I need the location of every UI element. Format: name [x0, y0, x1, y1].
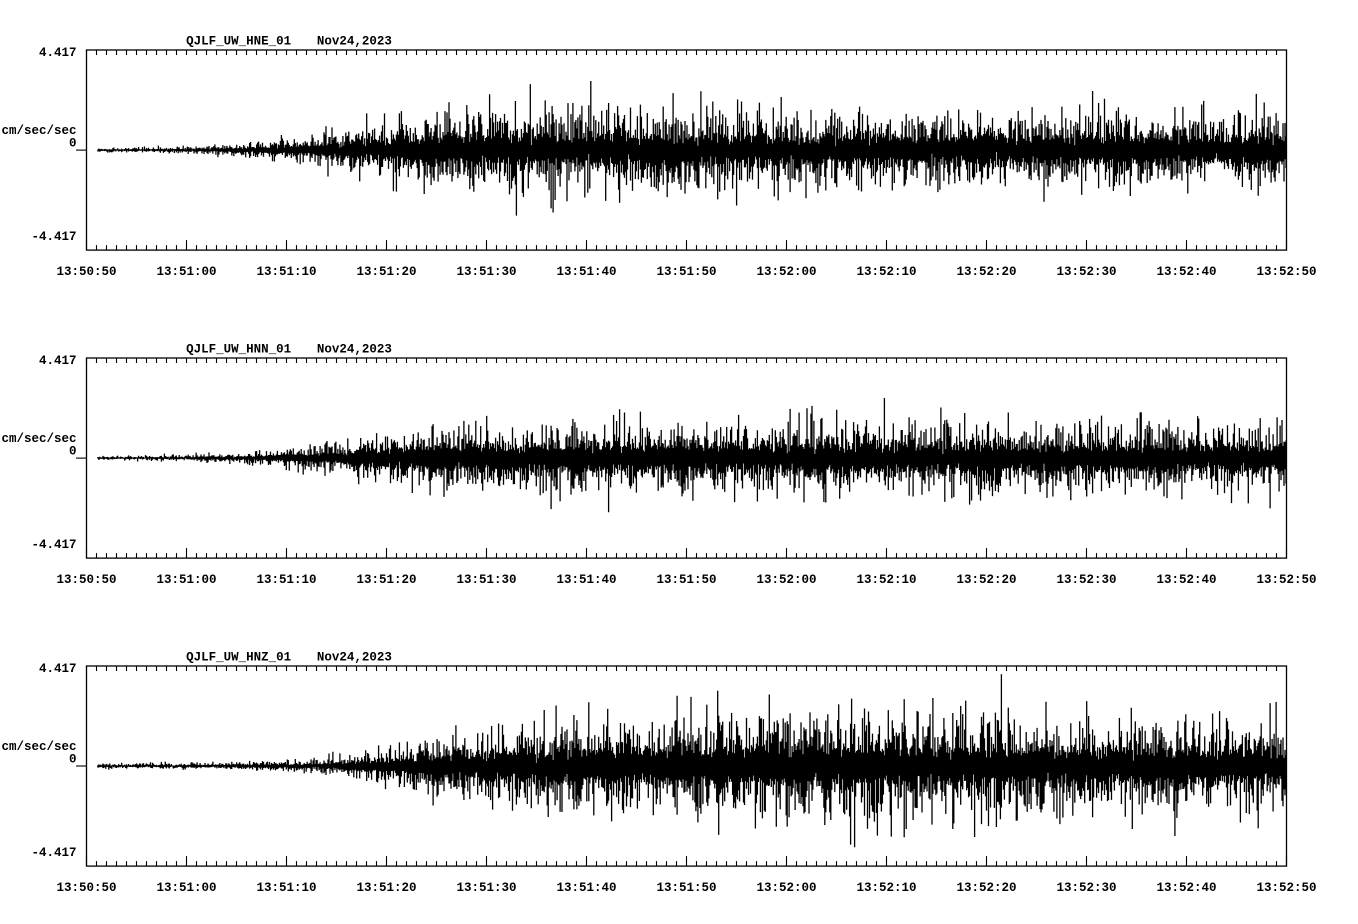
svg-text:13:51:40: 13:51:40	[556, 265, 616, 279]
svg-text:13:51:20: 13:51:20	[356, 573, 416, 587]
svg-text:13:50:50: 13:50:50	[56, 573, 116, 587]
svg-text:13:52:50: 13:52:50	[1256, 265, 1316, 279]
svg-text:QJLF_UW_HNZ_01: QJLF_UW_HNZ_01	[186, 651, 291, 665]
svg-text:13:50:50: 13:50:50	[56, 265, 116, 279]
svg-text:0: 0	[69, 137, 77, 151]
svg-text:13:52:40: 13:52:40	[1156, 881, 1216, 895]
svg-text:cm/sec/sec: cm/sec/sec	[1, 432, 76, 446]
svg-text:13:51:40: 13:51:40	[556, 573, 616, 587]
svg-text:13:51:20: 13:51:20	[356, 265, 416, 279]
svg-text:Nov24,2023: Nov24,2023	[317, 651, 392, 665]
svg-text:13:51:10: 13:51:10	[256, 265, 316, 279]
svg-text:cm/sec/sec: cm/sec/sec	[1, 124, 76, 138]
svg-text:4.417: 4.417	[39, 354, 77, 368]
svg-text:13:51:10: 13:51:10	[256, 881, 316, 895]
svg-text:13:52:00: 13:52:00	[756, 573, 816, 587]
svg-text:Nov24,2023: Nov24,2023	[317, 343, 392, 357]
svg-text:13:51:30: 13:51:30	[456, 265, 516, 279]
svg-text:13:52:00: 13:52:00	[756, 265, 816, 279]
svg-text:13:51:50: 13:51:50	[656, 265, 716, 279]
svg-text:13:52:30: 13:52:30	[1056, 573, 1116, 587]
svg-text:13:51:40: 13:51:40	[556, 881, 616, 895]
svg-text:13:52:50: 13:52:50	[1256, 881, 1316, 895]
svg-text:13:52:10: 13:52:10	[856, 881, 916, 895]
svg-text:13:52:50: 13:52:50	[1256, 573, 1316, 587]
svg-text:13:52:20: 13:52:20	[956, 265, 1016, 279]
svg-text:4.417: 4.417	[39, 662, 77, 676]
svg-text:13:51:00: 13:51:00	[156, 881, 216, 895]
svg-text:13:51:30: 13:51:30	[456, 573, 516, 587]
svg-text:13:50:50: 13:50:50	[56, 881, 116, 895]
svg-text:13:52:00: 13:52:00	[756, 881, 816, 895]
svg-text:QJLF_UW_HNE_01: QJLF_UW_HNE_01	[186, 35, 291, 49]
svg-text:0: 0	[69, 753, 77, 767]
svg-text:13:52:40: 13:52:40	[1156, 573, 1216, 587]
svg-text:13:52:20: 13:52:20	[956, 573, 1016, 587]
svg-text:0: 0	[69, 445, 77, 459]
svg-text:13:52:40: 13:52:40	[1156, 265, 1216, 279]
svg-text:cm/sec/sec: cm/sec/sec	[1, 740, 76, 754]
svg-text:13:51:10: 13:51:10	[256, 573, 316, 587]
svg-text:-4.417: -4.417	[31, 846, 76, 860]
svg-text:13:51:20: 13:51:20	[356, 881, 416, 895]
svg-text:13:51:50: 13:51:50	[656, 881, 716, 895]
svg-text:-4.417: -4.417	[31, 538, 76, 552]
svg-text:13:52:30: 13:52:30	[1056, 881, 1116, 895]
svg-text:Nov24,2023: Nov24,2023	[317, 35, 392, 49]
svg-text:-4.417: -4.417	[31, 230, 76, 244]
svg-text:13:52:10: 13:52:10	[856, 265, 916, 279]
svg-text:13:51:30: 13:51:30	[456, 881, 516, 895]
svg-text:13:52:30: 13:52:30	[1056, 265, 1116, 279]
svg-text:13:51:00: 13:51:00	[156, 265, 216, 279]
svg-text:13:52:10: 13:52:10	[856, 573, 916, 587]
svg-text:13:51:00: 13:51:00	[156, 573, 216, 587]
svg-text:13:52:20: 13:52:20	[956, 881, 1016, 895]
svg-text:13:51:50: 13:51:50	[656, 573, 716, 587]
svg-text:QJLF_UW_HNN_01: QJLF_UW_HNN_01	[186, 343, 291, 357]
svg-text:4.417: 4.417	[39, 46, 77, 60]
